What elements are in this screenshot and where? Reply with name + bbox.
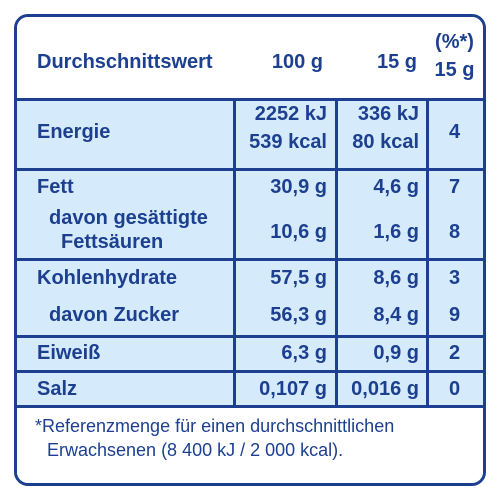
row-eiweiss-pct: 2 (448, 342, 461, 364)
header-durchschnittswert: Durchschnittswert (37, 51, 213, 73)
nutrition-table: Durchschnittswert 100 g 15 g (%*) 15 g E… (14, 14, 486, 486)
row-energie-15g-kj: 336 kJ (357, 103, 419, 125)
row-energie-15g-kcal: 80 kcal (352, 131, 419, 153)
row-fett-name: Fett (37, 176, 74, 198)
column-divider (335, 98, 338, 408)
header-100g: 100 g (271, 51, 323, 73)
row-gesaettigte-name-2: Fettsäuren (61, 231, 164, 253)
row-energie-pct: 4 (448, 121, 461, 143)
row-zucker-100g: 56,3 g (270, 304, 327, 326)
divider (17, 405, 483, 408)
row-kohlenhydrate-100g: 57,5 g (270, 267, 327, 289)
row-kohlenhydrate-15g: 8,6 g (373, 267, 419, 289)
row-fett-100g: 30,9 g (270, 176, 327, 198)
row-zucker-15g: 8,4 g (373, 304, 419, 326)
row-gesaettigte-pct: 8 (448, 221, 461, 243)
row-energie-name: Energie (37, 121, 111, 143)
row-energie-100g-kcal: 539 kcal (249, 131, 327, 153)
column-divider (426, 98, 429, 408)
divider (17, 168, 483, 171)
table-body (17, 98, 483, 408)
divider (17, 335, 483, 338)
header-percent: (%*) (435, 31, 474, 53)
footnote-line-1: *Referenzmenge für einen durchschnittlic… (35, 416, 395, 436)
row-gesaettigte-100g: 10,6 g (270, 221, 327, 243)
footnote-line-2: Erwachsenen (8 400 kJ / 2 000 kcal). (47, 440, 344, 460)
row-salz-pct: 0 (448, 378, 461, 400)
column-divider (233, 98, 236, 408)
footnote: *Referenzmenge für einen durchschnittlic… (35, 414, 475, 462)
row-salz-name: Salz (37, 378, 78, 400)
row-eiweiss-name: Eiweiß (37, 342, 101, 364)
row-salz-100g: 0,107 g (259, 378, 327, 400)
row-zucker-name: davon Zucker (49, 304, 180, 326)
header-percent-15g: 15 g (434, 59, 475, 81)
row-eiweiss-15g: 0,9 g (373, 342, 419, 364)
row-zucker-pct: 9 (448, 304, 461, 326)
row-fett-15g: 4,6 g (373, 176, 419, 198)
row-gesaettigte-name: davon gesättigte (49, 207, 208, 229)
table-footnote-area (17, 408, 483, 483)
row-fett-pct: 7 (448, 176, 461, 198)
row-kohlenhydrate-pct: 3 (448, 267, 461, 289)
row-eiweiss-100g: 6,3 g (281, 342, 327, 364)
divider (17, 370, 483, 373)
row-gesaettigte-15g: 1,6 g (373, 221, 419, 243)
divider (17, 258, 483, 261)
row-energie-100g-kj: 2252 kJ (254, 103, 327, 125)
row-kohlenhydrate-name: Kohlenhydrate (37, 267, 178, 289)
table-header (17, 17, 483, 98)
header-15g: 15 g (376, 51, 417, 73)
row-salz-15g: 0,016 g (351, 378, 419, 400)
divider (17, 98, 483, 101)
